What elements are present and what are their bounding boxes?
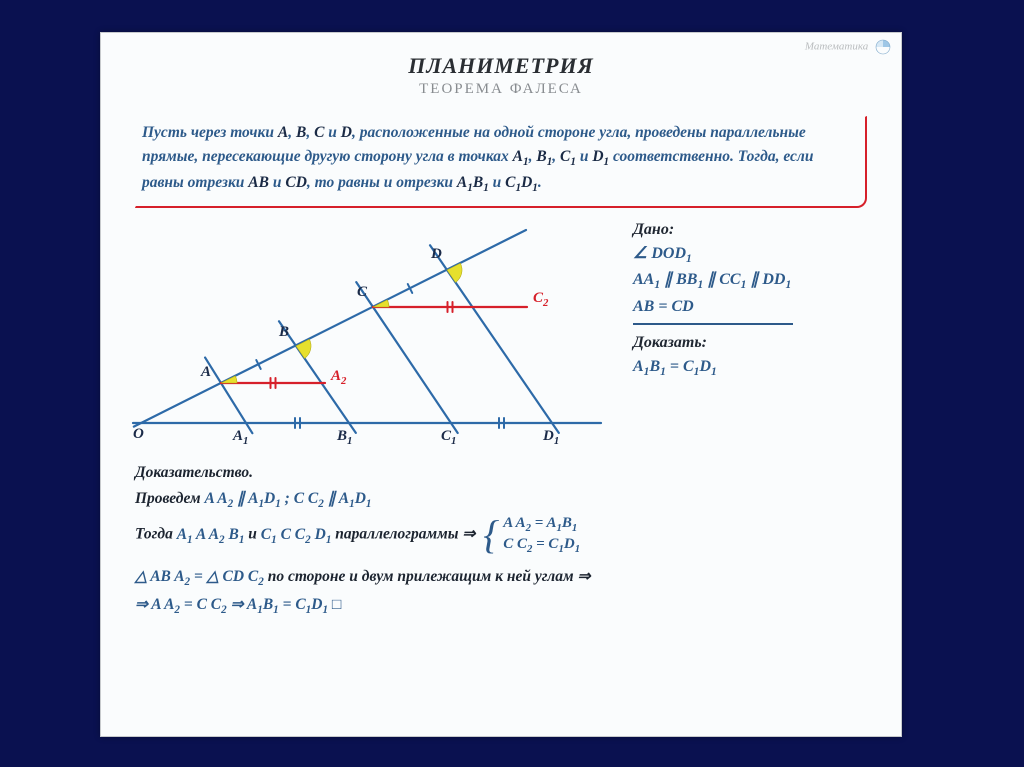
prove-label: Доказать: [633, 331, 871, 355]
point-label: B1 [337, 428, 352, 447]
page-subtitle: ТЕОРЕМА ФАЛЕСА [101, 81, 901, 98]
proof-block: Доказательство. Проведем A A2 ∥ A1D1 ; C… [135, 460, 867, 621]
point-label: B [279, 324, 289, 341]
proof-line-4: ⇒ A A2 = C C2 ⇒ A1B1 = C1D1 □ [135, 592, 867, 620]
point-label: A1 [233, 428, 248, 447]
given-block: Дано: ∠ DOD1 AA1 ∥ BB1 ∥ CC1 ∥ DD1 AB = … [611, 218, 871, 448]
content-row: O A B C D A1 B1 C1 D1 A2 C2 Дано: ∠ DOD1 AA1 ∥ BB1… [131, 218, 871, 448]
given-line-2: AA1 ∥ BB1 ∥ CC1 ∥ DD1 [633, 268, 871, 294]
given-divider [633, 323, 793, 325]
diagram: O A B C D A1 B1 C1 D1 A2 C2 [131, 218, 611, 448]
point-label: D [431, 246, 442, 263]
point-label: A2 [331, 368, 346, 387]
given-label: Дано: [633, 218, 871, 242]
proof-line-3: △ AB A2 = △ CD C2 по стороне и двум прил… [135, 564, 867, 592]
point-label: A [201, 364, 211, 381]
watermark: Математика [805, 39, 891, 55]
watermark-text: Математика [805, 41, 868, 53]
prove-line: A1B1 = C1D1 [633, 355, 871, 381]
point-label: C1 [441, 428, 456, 447]
given-line-1: ∠ DOD1 [633, 242, 871, 268]
left-brace-icon: { [483, 519, 499, 551]
slide-card: Математика ПЛАНИМЕТРИЯ ТЕОРЕМА ФАЛЕСА Пу… [100, 32, 902, 737]
point-label: C2 [533, 290, 548, 309]
point-label: C [357, 284, 367, 301]
geometry-figure [131, 218, 611, 450]
proof-line-2: Тогда A1 A A2 B1 и C1 C C2 D1 параллелог… [135, 514, 867, 556]
proof-line-1: Проведем A A2 ∥ A1D1 ; C C2 ∥ A1D1 [135, 486, 867, 514]
point-label: O [133, 426, 144, 443]
brace-system: { A A2 = A1B1 C C2 = C1D1 [479, 514, 580, 556]
theorem-text: Пусть через точки A, B, C и D, расположе… [135, 116, 867, 208]
given-line-3: AB = CD [633, 295, 871, 319]
page-title: ПЛАНИМЕТРИЯ [101, 53, 901, 79]
point-label: D1 [543, 428, 559, 447]
proof-heading: Доказательство. [135, 460, 867, 486]
logo-icon [875, 39, 891, 55]
